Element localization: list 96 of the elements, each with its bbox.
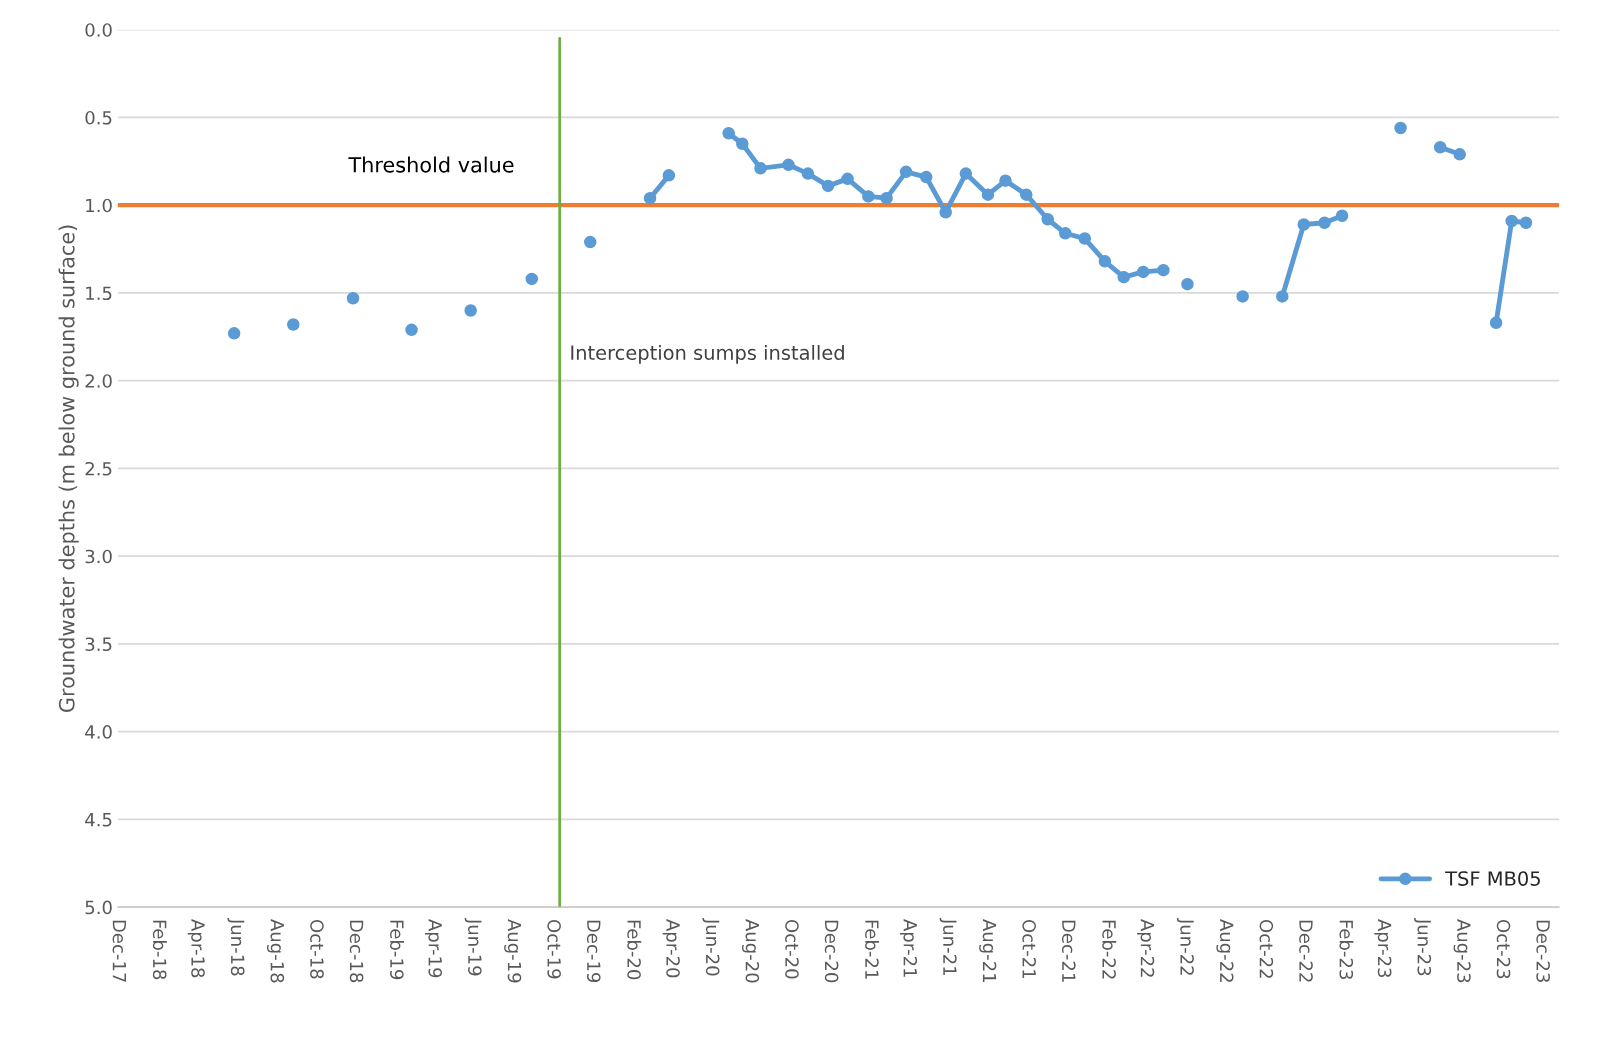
x-tick-label: Feb-18 bbox=[152, 920, 167, 980]
x-tick-label: Jun-22 bbox=[1176, 918, 1194, 975]
point bbox=[287, 318, 300, 331]
point bbox=[1078, 232, 1092, 245]
y-tick-label: 1.0 bbox=[86, 198, 112, 213]
y-tick-label: 0.0 bbox=[85, 23, 112, 37]
point bbox=[1181, 277, 1194, 291]
point bbox=[662, 169, 676, 182]
x-tick-label: Dec-17 bbox=[112, 920, 126, 982]
x-tick-label: Dec-22 bbox=[1299, 920, 1313, 982]
point bbox=[346, 291, 360, 305]
point bbox=[722, 126, 735, 140]
point bbox=[754, 162, 767, 175]
point bbox=[862, 190, 875, 203]
x-tick-label: Feb-23 bbox=[1339, 920, 1354, 979]
x-tick-label: Feb-19 bbox=[390, 920, 405, 980]
point bbox=[405, 323, 418, 337]
y-tick-label: 4.5 bbox=[85, 813, 112, 827]
point bbox=[939, 205, 952, 219]
point bbox=[1505, 214, 1518, 228]
x-tick-label: Oct-23 bbox=[1496, 919, 1511, 979]
point bbox=[880, 191, 893, 205]
point bbox=[1098, 255, 1112, 268]
point bbox=[736, 137, 749, 151]
point bbox=[919, 170, 933, 184]
y-tick-label: 4.0 bbox=[85, 725, 112, 739]
x-tick-label: Aug-23 bbox=[1453, 919, 1471, 983]
point bbox=[227, 327, 241, 340]
y-tick-label: 1.5 bbox=[86, 286, 112, 301]
point bbox=[1041, 212, 1054, 226]
point bbox=[1059, 227, 1072, 240]
y-axis-title: Groundwater depths (m below ground surface) bbox=[58, 225, 79, 712]
y-tick-label: 2.5 bbox=[85, 461, 112, 476]
x-tick-label: Aug-19 bbox=[504, 919, 522, 983]
ref-line-label: Threshold value bbox=[348, 156, 514, 173]
point bbox=[999, 174, 1012, 187]
x-tick-label: Apr-18 bbox=[187, 919, 205, 978]
x-tick-label: Dec-19 bbox=[586, 920, 601, 983]
point bbox=[801, 167, 815, 180]
y-tick-label: 2.0 bbox=[85, 374, 112, 388]
y-tick-label: 3.5 bbox=[85, 637, 112, 652]
y-tick-label: 3.0 bbox=[85, 549, 112, 564]
point bbox=[643, 191, 657, 205]
point bbox=[959, 167, 973, 180]
x-tick-label: Jun-19 bbox=[464, 918, 482, 976]
x-tick-label: Jun-20 bbox=[702, 918, 720, 976]
x-tick-label: Aug-18 bbox=[266, 919, 285, 983]
point bbox=[981, 188, 995, 201]
x-tick-label: Oct-21 bbox=[1022, 919, 1036, 978]
point bbox=[1117, 270, 1130, 284]
point bbox=[1020, 188, 1033, 201]
point bbox=[464, 304, 477, 317]
point bbox=[821, 179, 835, 193]
point bbox=[525, 272, 539, 286]
y-tick-label: 0.5 bbox=[85, 110, 112, 125]
point bbox=[1433, 141, 1447, 154]
point bbox=[1335, 209, 1349, 222]
x-tick-label: Jun-23 bbox=[1414, 918, 1432, 976]
x-tick-label: Apr-22 bbox=[1137, 919, 1155, 977]
point bbox=[1297, 218, 1310, 231]
point bbox=[1519, 216, 1533, 229]
point bbox=[1276, 290, 1289, 303]
point bbox=[1136, 265, 1150, 279]
point bbox=[1489, 316, 1503, 330]
x-tick-label: Oct-19 bbox=[547, 919, 561, 979]
point bbox=[841, 172, 854, 186]
x-tick-label: Oct-22 bbox=[1259, 919, 1274, 978]
point bbox=[1394, 121, 1407, 135]
x-tick-label: Feb-22 bbox=[1102, 920, 1117, 979]
point bbox=[1318, 216, 1331, 229]
x-tick-label: Aug-21 bbox=[979, 919, 997, 983]
x-tick-label: Feb-21 bbox=[865, 920, 880, 979]
x-tick-label: Dec-21 bbox=[1061, 920, 1076, 982]
legend-label: TSF MB05 bbox=[1445, 871, 1540, 886]
x-tick-label: Dec-20 bbox=[824, 920, 839, 983]
x-tick-label: Apr-20 bbox=[662, 919, 680, 978]
x-tick-label: Oct-20 bbox=[785, 919, 799, 979]
x-tick-label: Apr-23 bbox=[1374, 919, 1392, 978]
point bbox=[583, 235, 597, 249]
point bbox=[899, 165, 913, 179]
x-tick-label: Dec-18 bbox=[349, 920, 364, 983]
point bbox=[782, 158, 795, 172]
x-tick-label: Apr-19 bbox=[424, 919, 443, 978]
point bbox=[1236, 290, 1249, 303]
x-tick-label: Oct-18 bbox=[310, 919, 324, 979]
x-tick-label: Apr-21 bbox=[899, 919, 918, 977]
x-tick-label: Dec-23 bbox=[1536, 920, 1550, 982]
point bbox=[1157, 263, 1170, 277]
x-tick-label: Aug-22 bbox=[1216, 919, 1234, 982]
x-tick-label: Feb-20 bbox=[627, 920, 642, 980]
y-tick-label: 5.0 bbox=[85, 900, 112, 915]
ref-line-label: Interception sumps installed bbox=[571, 344, 844, 364]
point bbox=[1453, 148, 1466, 161]
x-tick-label: Jun-18 bbox=[227, 918, 245, 976]
x-tick-label: Jun-21 bbox=[939, 918, 957, 975]
x-tick-label: Aug-20 bbox=[742, 919, 760, 983]
